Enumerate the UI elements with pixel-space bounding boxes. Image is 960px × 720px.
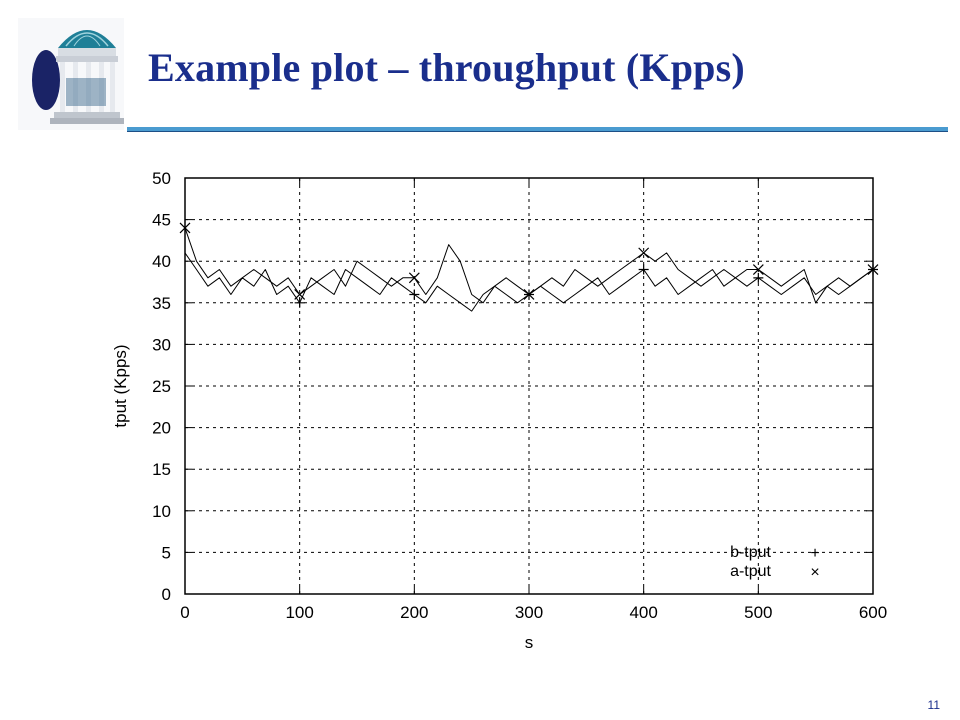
- y-tick-label: 15: [152, 460, 171, 479]
- point-a-tput: [523, 289, 535, 300]
- point-a-tput: [179, 222, 191, 234]
- throughput-chart: 0 100 200 300 400 500 60005101520253035404550 …: [111, 169, 887, 652]
- old-well-icon: [18, 18, 124, 130]
- x-tick-label: 200: [400, 603, 428, 622]
- title-rule: [127, 127, 948, 132]
- old-well-logo: [18, 18, 124, 130]
- x-tick-label: 300: [515, 603, 543, 622]
- y-tick-label: 30: [152, 335, 171, 354]
- y-tick-label: 35: [152, 294, 171, 313]
- x-tick-label: 600: [859, 603, 887, 622]
- point-b-tput: [753, 272, 764, 283]
- axis-ticks: 0 100 200 300 400 500 600 0 5 10 15 20 25 30 35 40 45 50: [152, 169, 887, 622]
- y-tick-label: 45: [152, 211, 171, 230]
- y-tick-label: 10: [152, 502, 171, 521]
- y-axis-label: tput (Kpps): [111, 344, 130, 427]
- point-a-tput: [408, 272, 420, 284]
- y-tick-label: 50: [152, 169, 171, 188]
- y-tick-label: 0: [162, 585, 171, 604]
- y-tick-label: 25: [152, 377, 171, 396]
- x-tick-label: 500: [744, 603, 772, 622]
- point-a-tput: [638, 247, 650, 259]
- point-a-tput: [294, 289, 306, 300]
- grid: [185, 178, 873, 594]
- point-a-tput: [752, 264, 764, 275]
- y-tick-label: 5: [162, 543, 171, 562]
- legend: b-tput a-tput + ×: [730, 544, 820, 581]
- point-b-tput: [409, 289, 420, 300]
- slide-title: Example plot – throughput (Kpps): [148, 45, 745, 90]
- point-b-tput: [638, 264, 649, 275]
- point-b-tput: [294, 297, 305, 308]
- legend-marker-b-tput: +: [810, 545, 819, 562]
- legend-marker-a-tput: ×: [810, 564, 819, 581]
- legend-label-b-tput: b-tput: [730, 544, 771, 561]
- legend-label-a-tput: a-tput: [730, 563, 771, 580]
- y-tick-label: 20: [152, 419, 171, 438]
- series: [179, 222, 879, 312]
- page-number: 11: [927, 698, 940, 712]
- x-tick-label: 0: [180, 603, 189, 622]
- x-tick-label: 400: [629, 603, 657, 622]
- x-tick-label: 100: [285, 603, 313, 622]
- x-axis-label: s: [525, 633, 534, 652]
- y-tick-label: 40: [152, 252, 171, 271]
- point-a-tput: [867, 264, 879, 275]
